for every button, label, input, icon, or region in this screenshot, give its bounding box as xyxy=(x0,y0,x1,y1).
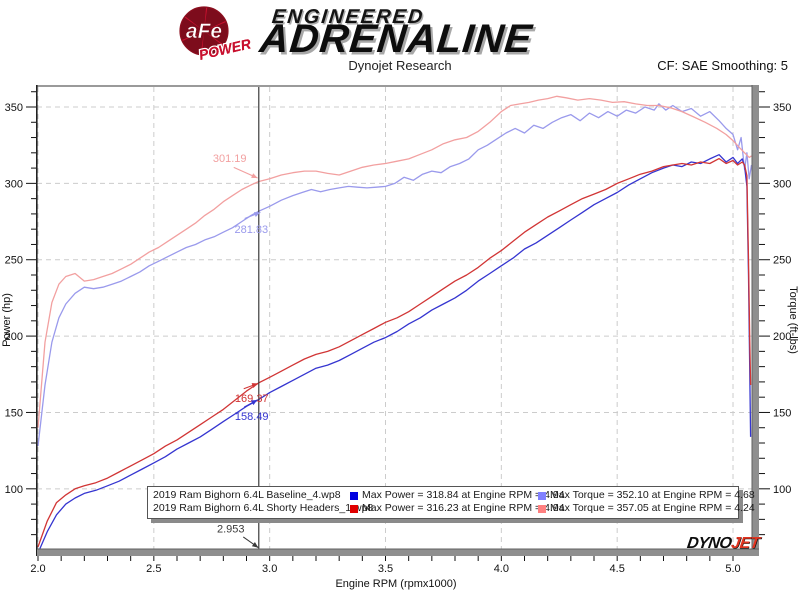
power-tick-label: 150 xyxy=(5,407,23,419)
left-axis-title: Power (hp) xyxy=(1,293,13,347)
header: aFe ® POWER POWER ENGINEERED ADRENALINE … xyxy=(0,0,800,85)
torque-tick-label: 250 xyxy=(773,255,791,267)
x-tick-label: 5.0 xyxy=(725,563,740,575)
power-swatch xyxy=(350,505,358,513)
x-tick-label: 3.5 xyxy=(378,563,393,575)
chart-subtitle: Dynojet Research xyxy=(348,58,452,73)
torque-tick-label: 200 xyxy=(773,331,791,343)
max-torque-readout: Max Torque = 357.05 at Engine RPM = 4.24 xyxy=(550,502,755,514)
afe-power-logo: aFe ® POWER POWER xyxy=(179,6,255,62)
max-torque-readout: Max Torque = 352.10 at Engine RPM = 4.68 xyxy=(550,489,755,501)
max-power-readout: Max Power = 316.23 at Engine RPM = 4.94 xyxy=(362,502,565,514)
chart-legend[interactable]: 2019 Ram Bighorn 6.4L Baseline_4.wp8 Max… xyxy=(147,486,755,519)
x-tick-label: 4.0 xyxy=(494,563,509,575)
cursor-value-annotation: 2.953 xyxy=(217,523,245,535)
x-tick-label: 2.0 xyxy=(30,563,45,575)
max-power-readout: Max Power = 318.84 at Engine RPM = 4.94 xyxy=(362,489,565,501)
cursor-value-annotation: 158.49 xyxy=(235,411,269,423)
x-tick-label: 2.5 xyxy=(146,563,161,575)
power-tick-label: 100 xyxy=(5,484,23,496)
legend-row-shorty-headers: 2019 Ram Bighorn 6.4L Shorty Headers_1.w… xyxy=(148,502,755,515)
cursor-value-annotation: 301.19 xyxy=(213,153,247,165)
right-axis-title: Torque (ft-lbs) xyxy=(787,286,799,354)
legend-file-name: 2019 Ram Bighorn 6.4L Shorty Headers_1.w… xyxy=(153,502,374,514)
torque-swatch xyxy=(538,492,546,500)
registered-mark: ® xyxy=(227,10,233,18)
torque-tick-label: 300 xyxy=(773,178,791,190)
power-tick-label: 300 xyxy=(5,178,23,190)
x-tick-label: 3.0 xyxy=(262,563,277,575)
torque-tick-label: 150 xyxy=(773,407,791,419)
x-tick-label: 4.5 xyxy=(610,563,625,575)
x-axis-title: Engine RPM (rpmx1000) xyxy=(335,578,456,590)
smoothing-setting: CF: SAE Smoothing: 5 xyxy=(657,58,788,73)
power-tick-label: 350 xyxy=(5,102,23,114)
torque-swatch xyxy=(538,505,546,513)
legend-row-baseline: 2019 Ram Bighorn 6.4L Baseline_4.wp8 Max… xyxy=(148,489,755,502)
cursor-value-annotation: 169.37 xyxy=(235,393,269,405)
cursor-value-annotation: 281.83 xyxy=(234,224,268,236)
power-tick-label: 200 xyxy=(5,331,23,343)
dynojet-logo: DYNOJET xyxy=(685,535,761,552)
torque-tick-label: 100 xyxy=(773,484,791,496)
afe-logo-text: aFe xyxy=(186,20,223,43)
torque-tick-label: 350 xyxy=(773,102,791,114)
power-swatch xyxy=(350,492,358,500)
legend-file-name: 2019 Ram Bighorn 6.4L Baseline_4.wp8 xyxy=(153,489,341,501)
power-tick-label: 250 xyxy=(5,255,23,267)
